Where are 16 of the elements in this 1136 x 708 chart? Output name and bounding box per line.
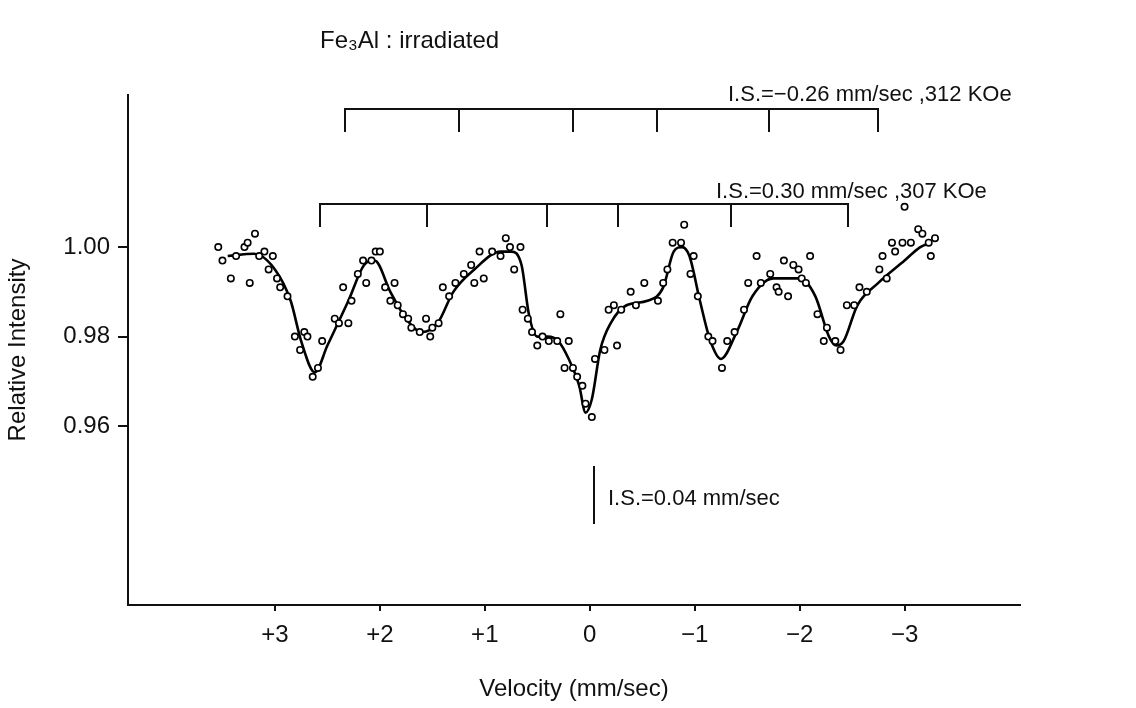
annotation: I.S.=−0.26 mm/sec ,312 KOe [728,81,1012,106]
y-axis-title: Relative Intensity [3,258,31,442]
x-axis-title: Velocity (mm/sec) [479,674,669,702]
x-tick-label: −1 [680,620,709,648]
annotation: I.S.=0.30 mm/sec ,307 KOe [716,178,987,203]
x-tick-label: +2 [366,620,394,648]
y-tick-label: 1.00 [63,231,110,259]
x-tick-label: 0 [583,620,597,648]
x-tick-label: +3 [261,620,289,648]
annotation: I.S.=0.04 mm/sec [608,485,780,510]
x-tick-label: −2 [785,620,814,648]
chart-title: Fe₃Al : irradiated [320,26,500,53]
x-tick-label: +1 [471,620,499,648]
y-tick-label: 0.96 [63,410,110,438]
y-tick-label: 0.98 [63,321,110,349]
x-tick-label: −3 [890,620,919,648]
